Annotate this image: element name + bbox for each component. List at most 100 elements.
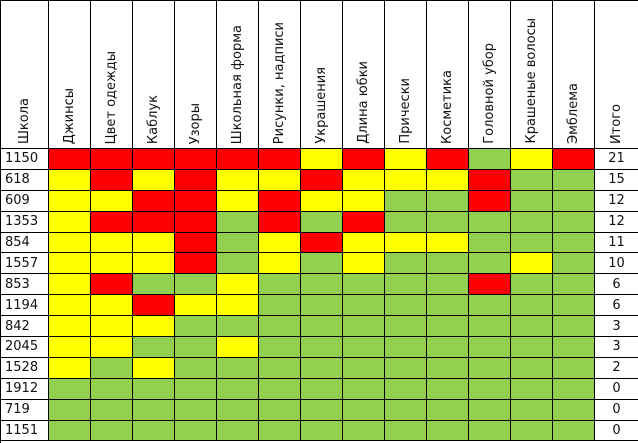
status-cell [133, 295, 175, 317]
status-cell [385, 399, 427, 421]
status-cell [343, 337, 385, 358]
status-cell [385, 149, 427, 170]
status-cell [217, 420, 259, 442]
status-cell [49, 190, 91, 212]
status-cell [259, 232, 301, 254]
status-cell [175, 357, 217, 379]
status-cell [427, 399, 469, 421]
status-cell [385, 357, 427, 379]
status-cell [91, 357, 133, 379]
row-total: 3 [595, 337, 638, 358]
status-cell [91, 295, 133, 317]
school-number: 1151 [1, 420, 49, 442]
status-cell [469, 316, 511, 338]
status-cell [217, 399, 259, 421]
status-cell [427, 149, 469, 170]
status-cell [217, 149, 259, 170]
row-total: 3 [595, 316, 638, 338]
status-cell [301, 337, 343, 358]
status-cell [217, 295, 259, 317]
status-cell [217, 211, 259, 233]
status-cell [343, 295, 385, 317]
status-cell [301, 190, 343, 212]
header-heels: Каблук [133, 1, 175, 149]
status-cell [133, 316, 175, 338]
status-cell [259, 253, 301, 275]
status-cell [385, 378, 427, 400]
status-cell [217, 378, 259, 400]
status-cell [427, 253, 469, 275]
status-cell [259, 190, 301, 212]
header-label: Джинсы [62, 87, 77, 144]
status-cell [553, 399, 595, 421]
status-cell [217, 316, 259, 338]
status-cell [49, 149, 91, 170]
status-cell [469, 169, 511, 191]
status-cell [427, 190, 469, 212]
row-total: 12 [595, 190, 638, 212]
row-total: 15 [595, 169, 638, 191]
status-cell [553, 295, 595, 317]
status-cell [469, 149, 511, 170]
header-label: Длина юбки [356, 61, 371, 144]
status-cell [301, 316, 343, 338]
status-cell [553, 253, 595, 275]
status-cell [469, 378, 511, 400]
status-cell [259, 316, 301, 338]
status-cell [49, 295, 91, 317]
status-cell [469, 295, 511, 317]
status-cell [259, 149, 301, 170]
status-cell [175, 169, 217, 191]
status-cell [427, 169, 469, 191]
status-cell [343, 190, 385, 212]
status-cell [511, 337, 553, 358]
status-cell [175, 211, 217, 233]
header-label: Каблук [146, 94, 161, 144]
school-number: 1194 [1, 295, 49, 317]
status-cell [133, 232, 175, 254]
header-patterns: Узоры [175, 1, 217, 149]
status-cell [175, 399, 217, 421]
status-cell [175, 232, 217, 254]
header-label: Косметика [440, 70, 455, 144]
header-hairstyles: Прически [385, 1, 427, 149]
status-cell [511, 211, 553, 233]
status-cell [259, 295, 301, 317]
header-emblem: Эмблема [553, 1, 595, 149]
status-cell [511, 295, 553, 317]
header-clothing-color: Цвет одежды [91, 1, 133, 149]
status-cell [469, 274, 511, 296]
status-cell [133, 378, 175, 400]
row-total: 6 [595, 295, 638, 317]
status-cell [49, 232, 91, 254]
school-number: 609 [1, 190, 49, 212]
status-cell [511, 149, 553, 170]
status-cell [343, 253, 385, 275]
row-total: 10 [595, 253, 638, 275]
status-cell [385, 337, 427, 358]
status-cell [217, 337, 259, 358]
status-cell [553, 149, 595, 170]
header-label: Прически [398, 78, 413, 144]
status-cell [301, 232, 343, 254]
status-cell [427, 337, 469, 358]
status-cell [49, 357, 91, 379]
status-cell [343, 378, 385, 400]
status-cell [427, 420, 469, 442]
status-cell [91, 190, 133, 212]
school-number: 854 [1, 232, 49, 254]
status-cell [91, 149, 133, 170]
status-cell [469, 190, 511, 212]
status-cell [217, 274, 259, 296]
status-cell [385, 420, 427, 442]
status-cell [91, 420, 133, 442]
status-cell [385, 253, 427, 275]
status-cell [511, 316, 553, 338]
row-total: 21 [595, 149, 638, 170]
status-cell [133, 357, 175, 379]
header-jewelry: Украшения [301, 1, 343, 149]
status-cell [259, 420, 301, 442]
school-number: 1150 [1, 149, 49, 170]
status-cell [91, 316, 133, 338]
status-cell [385, 274, 427, 296]
